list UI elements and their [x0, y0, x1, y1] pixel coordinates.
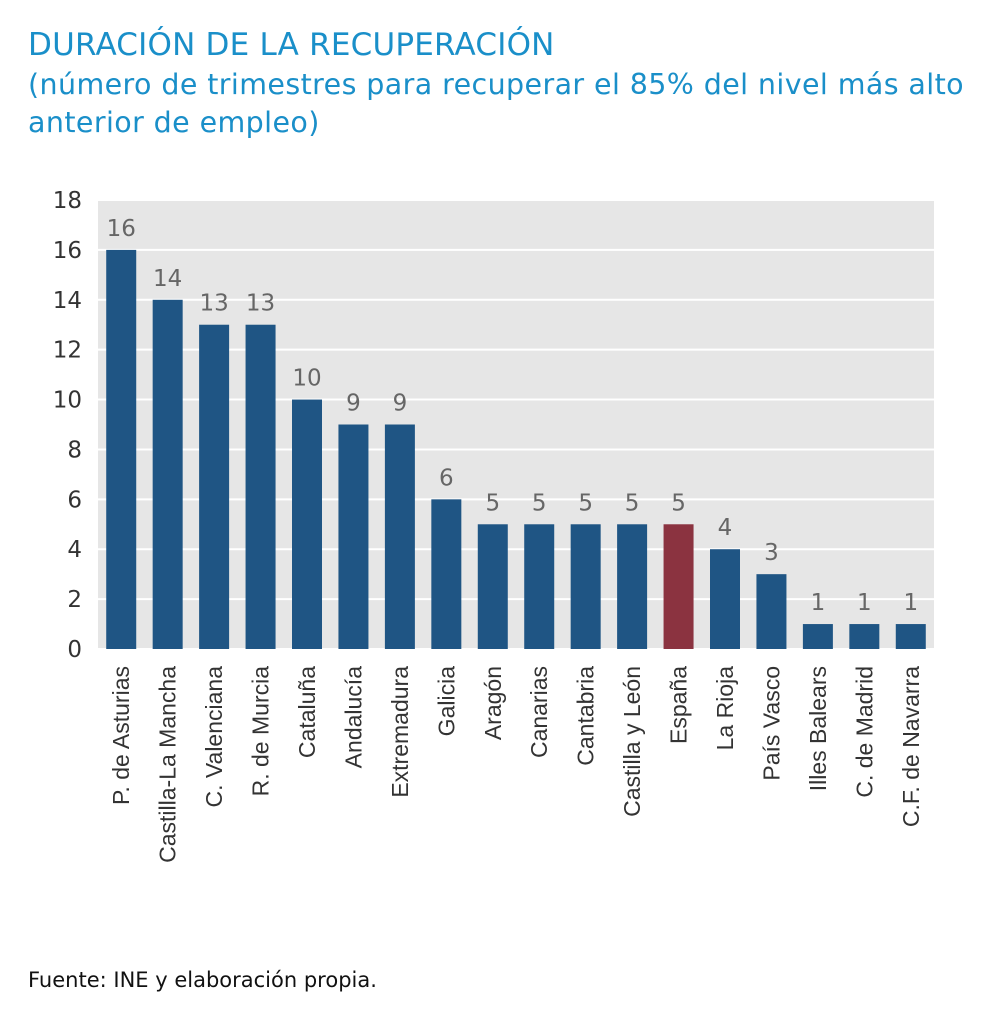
plot-area: [98, 200, 934, 649]
bar: [756, 574, 787, 649]
data-label: 5: [625, 490, 640, 516]
bar: [617, 524, 648, 649]
x-tick-label: Castilla y León: [619, 666, 645, 817]
x-tick-label: Galicia: [433, 666, 459, 737]
data-label: 5: [671, 490, 686, 516]
x-tick-label: R. de Murcia: [248, 666, 274, 797]
data-label: 5: [578, 490, 593, 516]
y-tick-label: 12: [53, 338, 82, 364]
data-label: 14: [153, 266, 182, 292]
x-tick-label: Cantabria: [573, 666, 599, 766]
x-tick-label: Extremadura: [387, 666, 413, 798]
x-tick-label: P. de Asturias: [108, 666, 134, 805]
y-tick-label: 2: [67, 587, 82, 613]
y-tick-label: 10: [53, 388, 82, 414]
x-tick-label: Castilla-La Mancha: [155, 666, 181, 863]
bar: [570, 524, 601, 649]
x-tick-label: Cataluña: [294, 666, 320, 758]
data-label: 6: [439, 465, 454, 491]
data-label: 13: [246, 291, 275, 317]
x-tick-label: País Vasco: [758, 666, 784, 781]
x-tick-label: Andalucía: [340, 666, 366, 769]
y-tick-label: 6: [67, 487, 82, 513]
data-label: 3: [764, 540, 779, 566]
y-tick-label: 4: [67, 537, 82, 563]
bar-highlight: [663, 524, 694, 649]
x-tick-label: C. Valenciana: [201, 666, 227, 808]
data-label: 9: [346, 391, 361, 417]
x-tick-label: Aragón: [480, 666, 506, 740]
bar: [199, 324, 230, 649]
x-tick-label: Illes Balears: [805, 666, 831, 791]
bar: [802, 624, 833, 649]
data-label: 16: [107, 216, 136, 242]
bar: [245, 324, 276, 649]
chart-title: DURACIÓN DE LA RECUPERACIÓN: [28, 27, 555, 63]
data-label: 13: [199, 291, 228, 317]
data-label: 10: [292, 366, 321, 392]
bar: [524, 524, 555, 649]
y-tick-label: 8: [67, 437, 82, 463]
data-label: 1: [811, 590, 826, 616]
data-label: 1: [903, 590, 918, 616]
data-label: 4: [718, 515, 733, 541]
y-tick-label: 14: [53, 288, 82, 314]
chart-subtitle: (número de trimestres para recuperar el …: [28, 68, 965, 139]
x-tick-label: España: [666, 666, 692, 744]
chart-title-block: DURACIÓN DE LA RECUPERACIÓN (número de t…: [28, 24, 978, 142]
x-tick-label: C. de Madrid: [851, 666, 877, 798]
bar: [895, 624, 926, 649]
source-note: Fuente: INE y elaboración propia.: [28, 968, 377, 992]
y-tick-label: 18: [53, 188, 82, 214]
x-tick-label: Canarias: [526, 666, 552, 758]
bar: [338, 424, 369, 649]
bar: [431, 499, 462, 649]
data-label: 5: [485, 490, 500, 516]
data-label: 9: [393, 391, 408, 417]
bar: [710, 549, 740, 649]
data-label: 1: [857, 590, 872, 616]
x-tick-label: La Rioja: [712, 666, 738, 751]
data-label: 5: [532, 490, 547, 516]
y-tick-label: 16: [53, 238, 82, 264]
bar: [106, 249, 137, 649]
bar: [384, 424, 415, 649]
bar: [152, 299, 183, 649]
bar: [292, 399, 322, 649]
bar: [477, 524, 508, 649]
y-tick-label: 0: [67, 637, 82, 663]
bar: [849, 624, 880, 649]
x-tick-label: C.F. de Navarra: [898, 666, 924, 827]
